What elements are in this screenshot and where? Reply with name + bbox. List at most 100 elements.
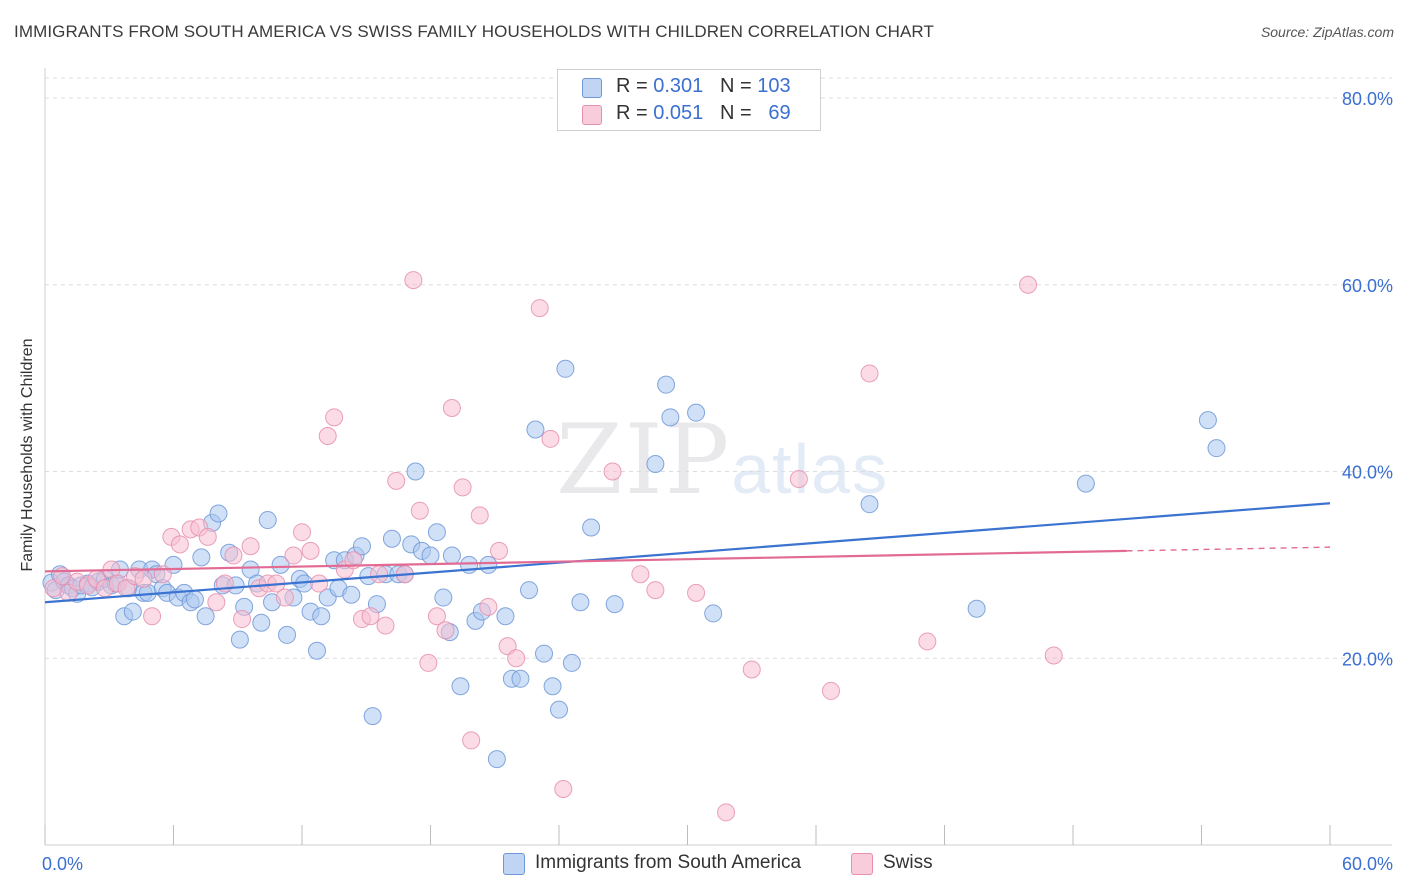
point-swiss <box>490 541 509 560</box>
stats-legend-text-pink: R = 0.051 N = 69 <box>616 102 791 125</box>
point-south-america <box>860 495 879 514</box>
y-tick-label: 80.0% <box>1342 89 1393 109</box>
point-south-america <box>479 555 498 574</box>
point-swiss <box>453 478 472 497</box>
point-swiss <box>284 546 303 565</box>
point-south-america <box>511 669 530 688</box>
trend-line-swiss-extension <box>1126 546 1331 552</box>
point-swiss <box>410 501 429 520</box>
point-swiss <box>717 803 736 822</box>
point-swiss <box>293 523 311 542</box>
point-swiss <box>631 565 650 584</box>
trend-line-south-america <box>44 502 1331 604</box>
point-swiss <box>687 583 706 602</box>
point-south-america <box>252 613 271 632</box>
trend-line-swiss <box>44 549 1127 573</box>
point-south-america <box>535 644 554 663</box>
n-label: N = <box>719 75 752 97</box>
point-swiss <box>427 607 446 626</box>
point-south-america <box>1076 474 1095 493</box>
y-tick-label: 40.0% <box>1342 463 1393 483</box>
stats-legend-text-blue: R = 0.301 N = 103 <box>616 75 791 98</box>
stats-legend: R = 0.301 N = 103 R = 0.051 N = 69 <box>557 69 821 131</box>
point-south-america <box>271 555 290 574</box>
point-south-america <box>192 548 211 567</box>
x-tick-label: 0.0% <box>42 854 83 874</box>
point-south-america <box>646 455 665 474</box>
point-swiss <box>1019 275 1038 294</box>
point-south-america <box>278 625 297 644</box>
point-swiss <box>143 607 162 626</box>
point-swiss <box>918 632 937 651</box>
point-south-america <box>520 581 539 600</box>
point-south-america <box>258 511 277 530</box>
point-south-america <box>312 607 331 626</box>
y-axis-label: Family Households with Children <box>19 338 36 572</box>
legend-swatch-pink <box>851 853 873 875</box>
point-swiss <box>207 593 226 612</box>
point-south-america <box>657 375 676 394</box>
point-swiss <box>603 462 622 481</box>
point-swiss <box>241 537 260 556</box>
point-south-america <box>543 677 562 696</box>
point-swiss <box>310 574 329 593</box>
point-swiss <box>821 681 840 700</box>
point-swiss <box>325 408 344 427</box>
point-swiss <box>462 731 481 750</box>
point-south-america <box>496 607 515 626</box>
point-swiss <box>370 565 389 584</box>
point-swiss <box>361 607 380 626</box>
point-south-america <box>123 602 142 621</box>
point-south-america <box>363 707 382 726</box>
point-south-america <box>307 641 326 660</box>
watermark-atlas: atlas <box>731 430 890 508</box>
point-swiss <box>530 299 549 318</box>
point-south-america <box>352 537 371 556</box>
point-south-america <box>209 504 228 523</box>
point-swiss <box>789 469 808 488</box>
point-swiss <box>1044 646 1063 665</box>
source-label: Source: ZipAtlas.com <box>1260 24 1394 40</box>
point-south-america <box>185 590 204 609</box>
blue-swatch <box>582 78 602 98</box>
r-label: R = <box>616 102 648 124</box>
point-swiss <box>275 588 294 607</box>
point-south-america <box>406 462 425 481</box>
n-label: N = <box>719 102 752 124</box>
point-south-america <box>342 585 361 604</box>
point-south-america <box>1207 439 1226 458</box>
y-tick-label: 20.0% <box>1342 649 1393 669</box>
point-swiss <box>479 597 498 616</box>
legend-swatch-blue <box>503 853 525 875</box>
y-tick-label: 60.0% <box>1342 276 1393 296</box>
point-swiss <box>134 569 153 588</box>
point-south-america <box>487 750 506 769</box>
point-south-america <box>421 546 440 565</box>
point-swiss <box>233 610 252 629</box>
point-south-america <box>556 359 575 378</box>
point-swiss <box>301 541 320 560</box>
chart-title: IMMIGRANTS FROM SOUTH AMERICA VS SWISS F… <box>14 22 934 41</box>
point-swiss <box>419 653 438 672</box>
point-swiss <box>646 581 665 600</box>
watermark-zip: ZIP <box>556 404 732 516</box>
pink-swatch <box>582 105 602 125</box>
point-south-america <box>562 653 581 672</box>
point-south-america <box>571 593 590 612</box>
n-value-blue: 103 <box>757 75 791 97</box>
point-south-america <box>967 599 986 618</box>
point-swiss <box>198 527 217 546</box>
point-swiss <box>436 621 455 640</box>
point-south-america <box>1198 411 1217 430</box>
point-south-america <box>451 677 470 696</box>
point-swiss <box>442 399 461 418</box>
point-south-america <box>382 529 401 548</box>
n-value-pink: 69 <box>768 102 791 124</box>
point-swiss <box>170 535 189 554</box>
point-south-america <box>526 420 545 439</box>
r-label: R = <box>616 75 648 97</box>
point-swiss <box>376 616 395 635</box>
point-swiss <box>404 271 423 290</box>
point-south-america <box>550 700 568 719</box>
